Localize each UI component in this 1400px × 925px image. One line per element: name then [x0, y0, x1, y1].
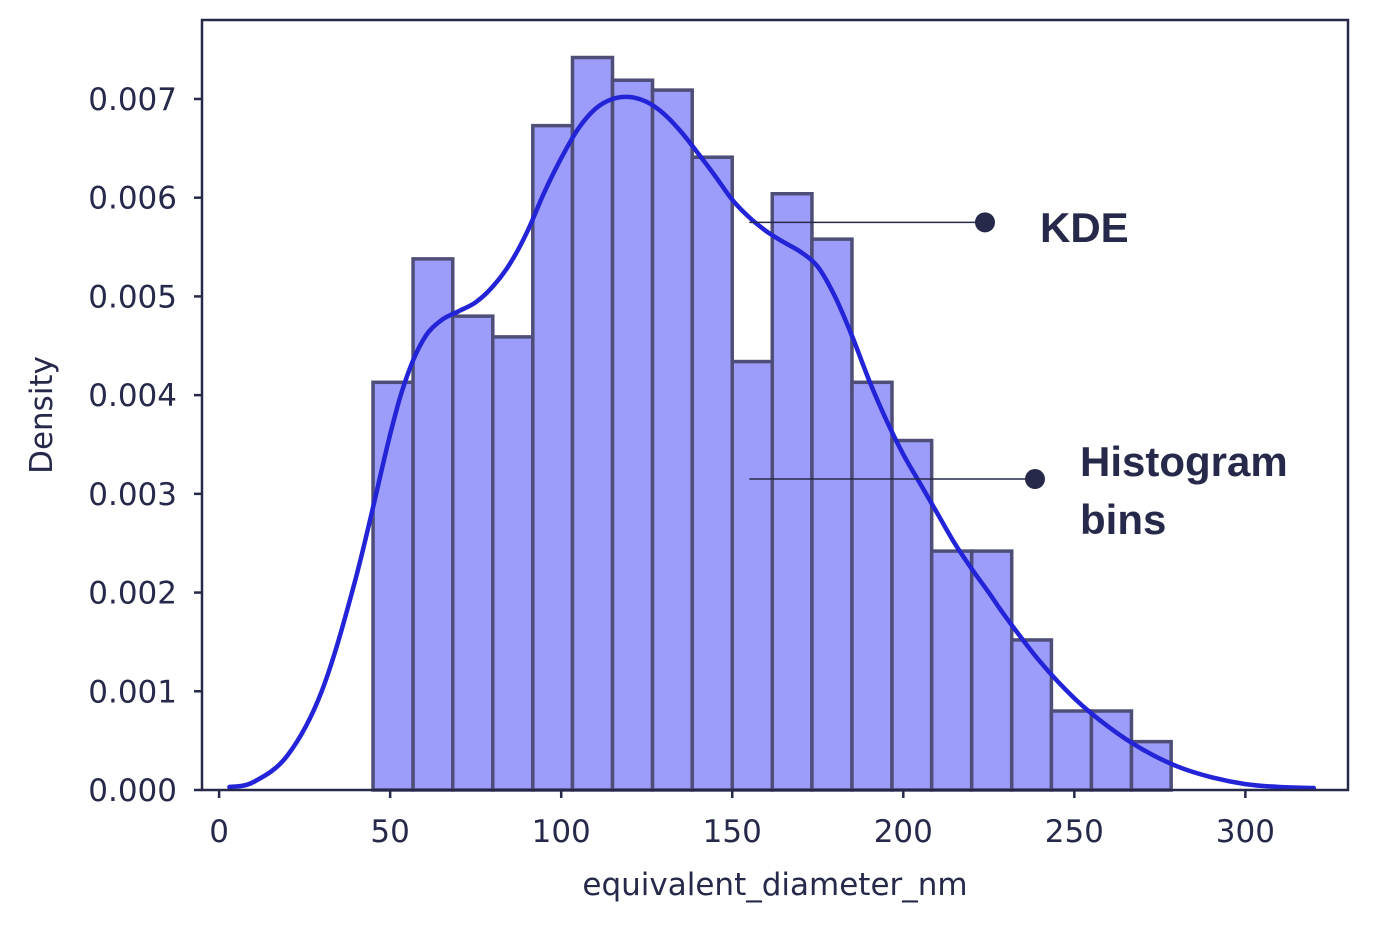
x-tick-label: 50 [370, 814, 409, 850]
y-tick-label: 0.002 [88, 576, 177, 612]
x-tick-label: 300 [1216, 814, 1275, 850]
annotation-label: KDE [1040, 204, 1129, 251]
histogram-bar [1049, 709, 1094, 792]
x-tick-label: 0 [209, 814, 229, 850]
histogram-bar [690, 155, 734, 792]
histogram-bar [411, 257, 455, 792]
x-axis-label: equivalent_diameter_nm [582, 867, 967, 903]
histogram-bar [770, 191, 814, 792]
histogram-bar [850, 380, 894, 792]
histogram-bar [929, 549, 974, 792]
x-tick-label: 150 [703, 814, 762, 850]
plot-frame [200, 18, 1350, 792]
kde-curve [227, 94, 1317, 791]
y-tick-label: 0.003 [88, 477, 177, 513]
x-tick-label: 200 [874, 814, 933, 850]
y-tick-label: 0.005 [88, 279, 177, 315]
y-tick-label: 0.004 [88, 378, 177, 414]
y-axis-label: Density [24, 356, 60, 474]
histogram-bar [1089, 709, 1134, 792]
y-axis: 0.000 0.001 0.002 0.003 0.004 0.005 0.006 0.007 [88, 82, 202, 809]
histogram-bar [1009, 638, 1054, 792]
annotation-label: bins [1080, 496, 1166, 543]
annotations: KDE Histogram bins [749, 204, 1288, 543]
histogram-bar [531, 123, 575, 792]
histogram-bar [491, 335, 535, 792]
histogram-bars [371, 55, 1173, 792]
y-tick-label: 0.001 [88, 674, 177, 710]
histogram-bar [610, 78, 655, 792]
histogram-bar [451, 314, 495, 792]
histogram-bar [730, 359, 775, 792]
histogram-bar [371, 380, 415, 792]
annotation-dot [1025, 469, 1045, 490]
x-axis: 0 50 100 150 200 250 300 [209, 790, 1275, 850]
histogram-bar [570, 55, 615, 792]
y-tick-label: 0.007 [88, 82, 177, 118]
x-tick-label: 100 [532, 814, 591, 850]
y-tick-label: 0.000 [88, 773, 177, 809]
histogram-bar [969, 549, 1014, 792]
histogram-bar [650, 88, 694, 792]
annotation-dot [975, 212, 995, 233]
annotation-label: Histogram [1080, 438, 1288, 485]
y-tick-label: 0.006 [88, 181, 177, 217]
x-tick-label: 250 [1045, 814, 1104, 850]
